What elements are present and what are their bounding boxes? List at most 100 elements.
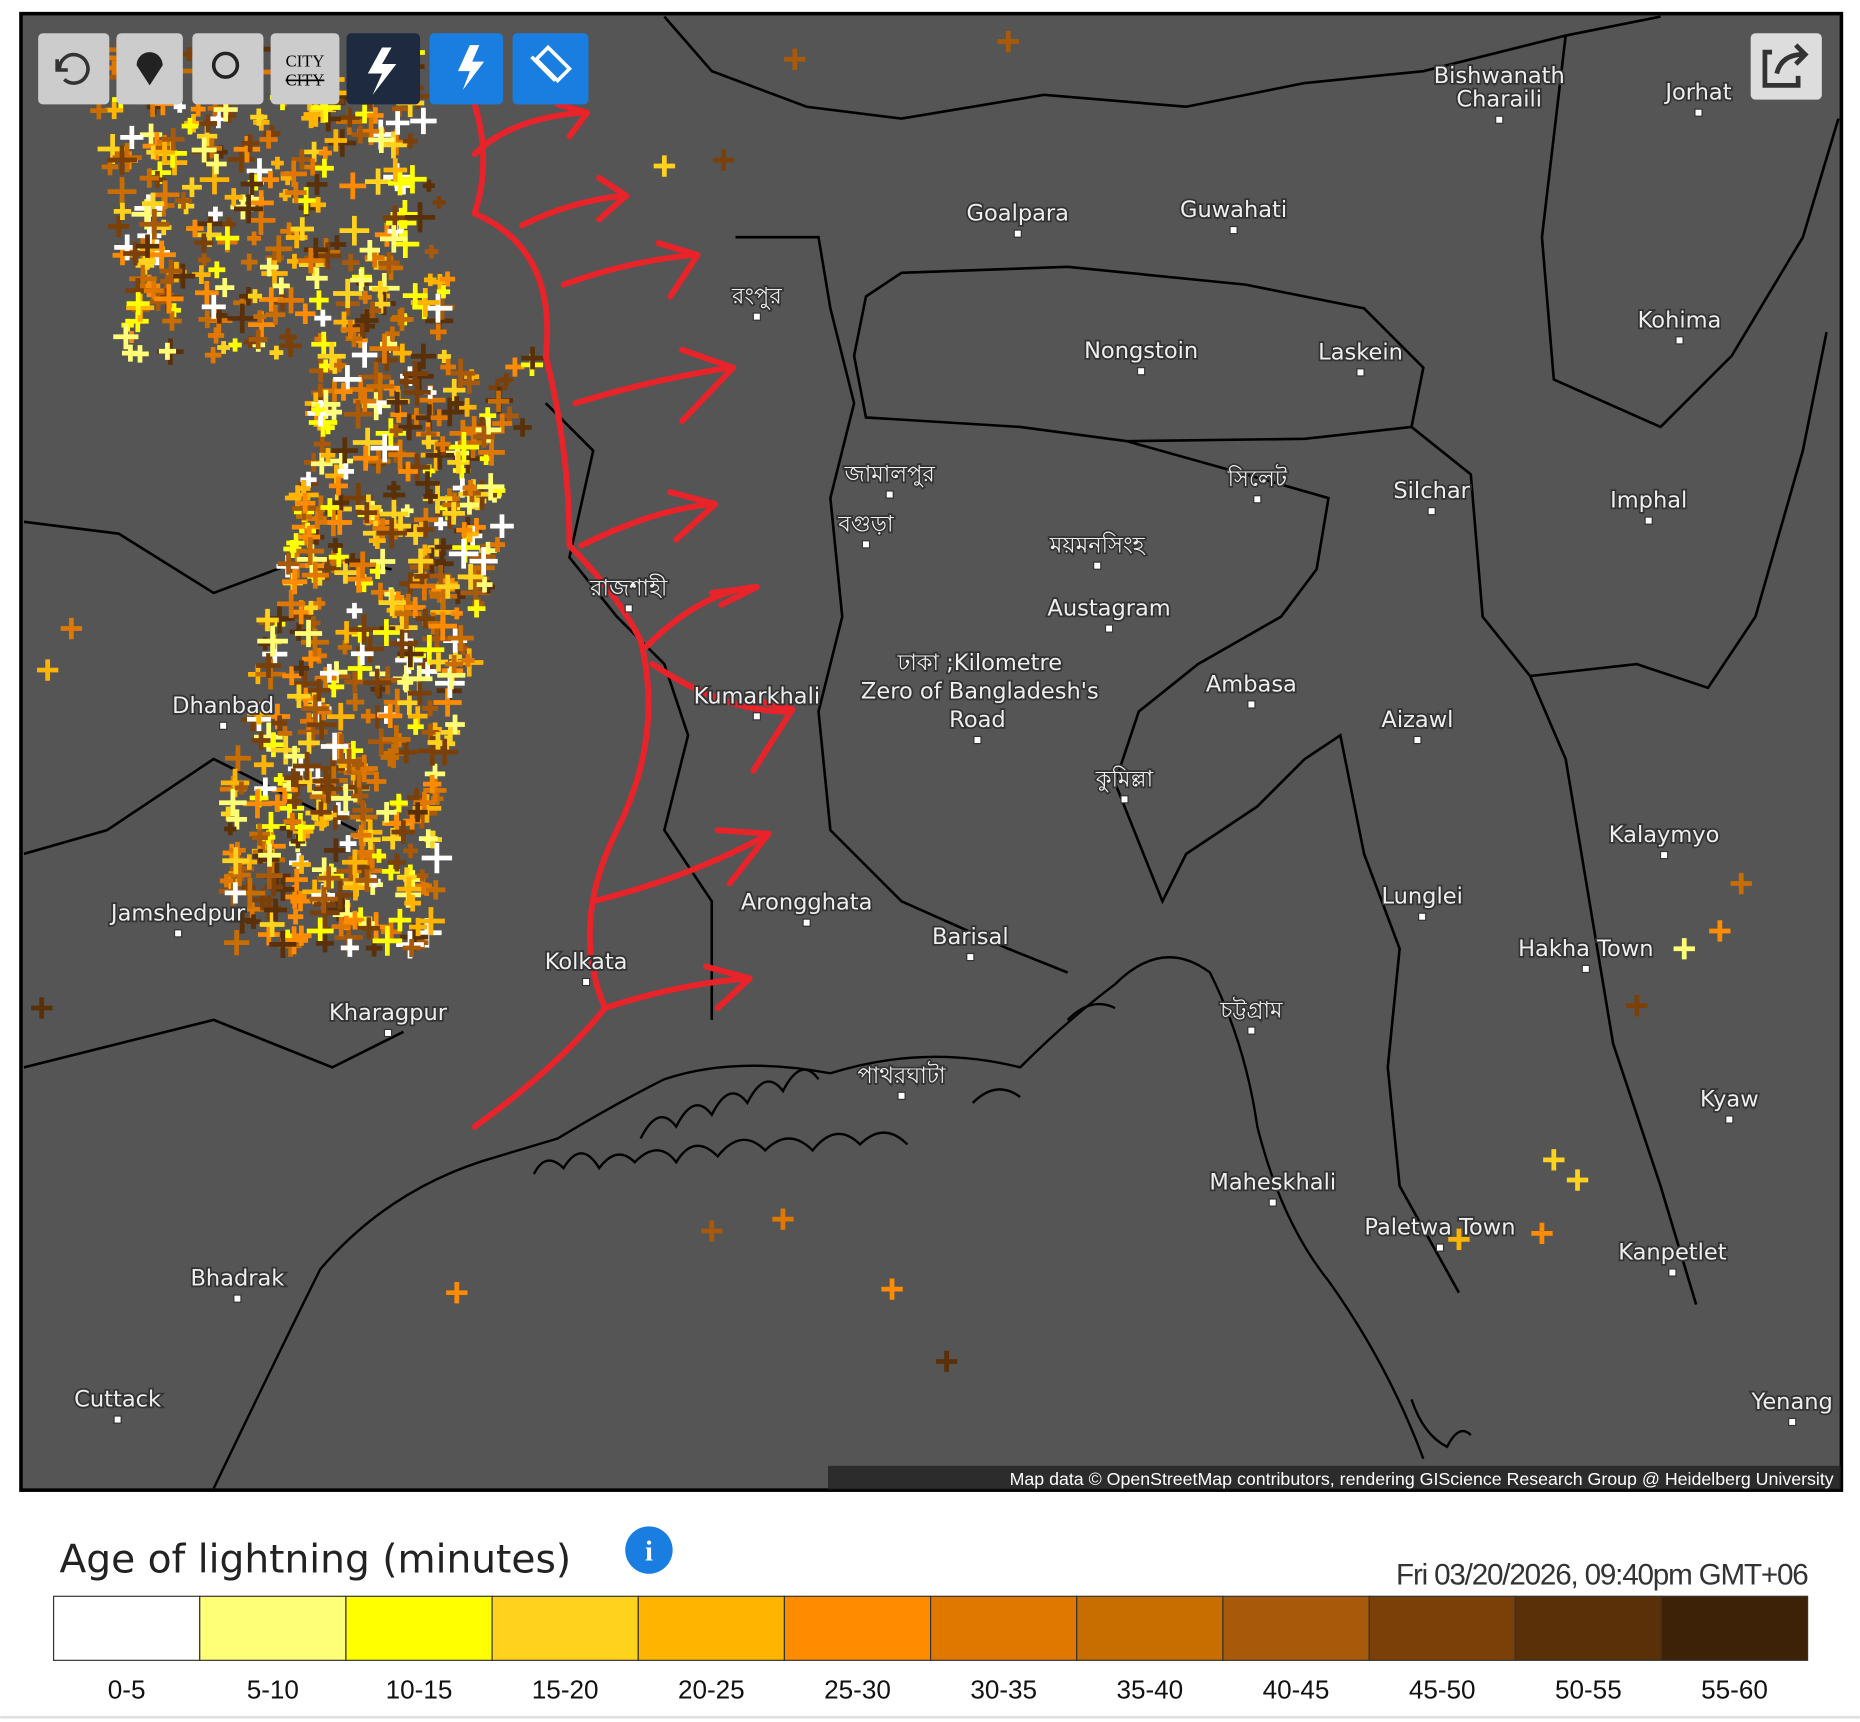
city-dot xyxy=(1435,1243,1445,1252)
city-label: Paletwa Town xyxy=(1364,1215,1515,1241)
strike xyxy=(226,809,248,830)
strike xyxy=(445,714,465,735)
strike xyxy=(712,149,735,171)
strike xyxy=(154,141,175,163)
strike xyxy=(335,621,358,644)
strike xyxy=(1448,1228,1470,1250)
strike xyxy=(389,793,408,812)
strike xyxy=(422,700,439,717)
strike xyxy=(191,137,217,163)
strike xyxy=(1531,1222,1553,1245)
strike xyxy=(1730,872,1752,895)
strike xyxy=(487,390,510,412)
strike xyxy=(407,718,424,735)
strike xyxy=(402,939,421,957)
city-label: Jamshedpur xyxy=(109,900,246,926)
strike xyxy=(256,653,281,678)
strike xyxy=(247,289,262,304)
strike xyxy=(224,188,243,207)
strike xyxy=(339,215,370,246)
strike xyxy=(434,538,453,556)
strike xyxy=(356,502,378,524)
strike xyxy=(286,533,306,553)
city-dot xyxy=(173,929,183,938)
strike xyxy=(246,158,273,184)
strike-icon xyxy=(457,45,485,91)
info-button[interactable] xyxy=(625,1526,673,1574)
strike xyxy=(351,342,378,368)
strike xyxy=(292,855,311,874)
strike xyxy=(271,715,288,731)
city-button[interactable] xyxy=(270,33,340,105)
strike xyxy=(772,1208,794,1230)
strike xyxy=(207,327,225,344)
strike xyxy=(113,324,139,350)
strike xyxy=(447,625,474,652)
strike xyxy=(309,359,333,383)
strike xyxy=(224,822,237,836)
refresh-button[interactable] xyxy=(38,33,110,105)
strike xyxy=(432,196,446,209)
strike xyxy=(326,702,355,731)
city-label: Bishwanath xyxy=(1434,63,1565,89)
zoom-button[interactable] xyxy=(192,33,264,105)
share-button[interactable] xyxy=(1750,33,1822,100)
strike xyxy=(265,304,286,325)
city-label: সিলেট xyxy=(1227,464,1288,492)
legend-label: 40-45 xyxy=(1263,1674,1330,1704)
strike xyxy=(194,233,214,253)
strike xyxy=(355,308,379,333)
strike xyxy=(228,338,242,352)
strike xyxy=(181,117,199,135)
strike xyxy=(404,894,421,912)
strike xyxy=(283,812,302,831)
city-dot xyxy=(1229,225,1238,235)
strike xyxy=(279,334,302,358)
city-label: Road xyxy=(949,707,1006,733)
strike xyxy=(467,599,486,618)
city-label: Lunglei xyxy=(1381,884,1462,910)
strike xyxy=(396,876,422,902)
legend-swatch xyxy=(491,1595,639,1661)
strike xyxy=(434,517,448,531)
strike xyxy=(378,588,406,617)
city-label: Jorhat xyxy=(1663,80,1731,106)
strike xyxy=(388,908,412,932)
strike xyxy=(426,880,446,900)
strike xyxy=(112,143,142,173)
strike xyxy=(316,866,341,890)
strike xyxy=(416,869,429,882)
city-label: ঢাকা ;Kilometre xyxy=(897,650,1063,676)
city-label: Dhanbad xyxy=(172,693,274,719)
strike xyxy=(215,226,240,250)
strike xyxy=(521,346,544,370)
city-label: Nongstoin xyxy=(1084,338,1198,364)
strike xyxy=(234,781,248,795)
city-dot xyxy=(581,977,591,987)
city-dot xyxy=(1581,964,1590,974)
strike xyxy=(287,684,311,709)
city-label: Guwahati xyxy=(1180,197,1287,223)
strike xyxy=(143,280,164,301)
strike xyxy=(309,290,329,310)
strike xyxy=(370,433,399,463)
strike xyxy=(303,237,328,262)
info-icon: i xyxy=(645,1537,653,1568)
strike xyxy=(1626,995,1648,1017)
satellite-button[interactable] xyxy=(512,33,589,105)
legend-label: 45-50 xyxy=(1409,1674,1476,1704)
strike xyxy=(424,244,439,259)
strike xyxy=(320,732,349,761)
strike xyxy=(261,260,288,287)
strike xyxy=(120,125,144,150)
strike xyxy=(399,374,414,389)
strike xyxy=(360,708,376,724)
strike xyxy=(339,835,357,853)
legend-swatch xyxy=(1076,1595,1224,1661)
legend-swatch xyxy=(52,1595,201,1661)
strike xyxy=(396,414,423,441)
strike xyxy=(478,439,505,466)
strike xyxy=(217,341,231,354)
strike xyxy=(327,510,353,535)
strike xyxy=(228,863,251,887)
